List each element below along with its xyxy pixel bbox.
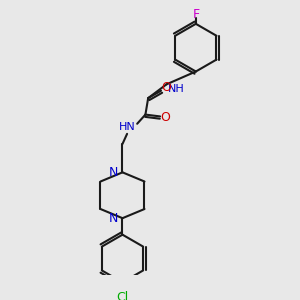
Text: N: N xyxy=(109,166,118,179)
Text: NH: NH xyxy=(168,84,185,94)
Text: N: N xyxy=(109,212,118,225)
Text: Cl: Cl xyxy=(116,290,129,300)
Text: HN: HN xyxy=(119,122,136,132)
Text: O: O xyxy=(160,111,170,124)
Text: O: O xyxy=(162,81,171,94)
Text: F: F xyxy=(192,8,200,21)
